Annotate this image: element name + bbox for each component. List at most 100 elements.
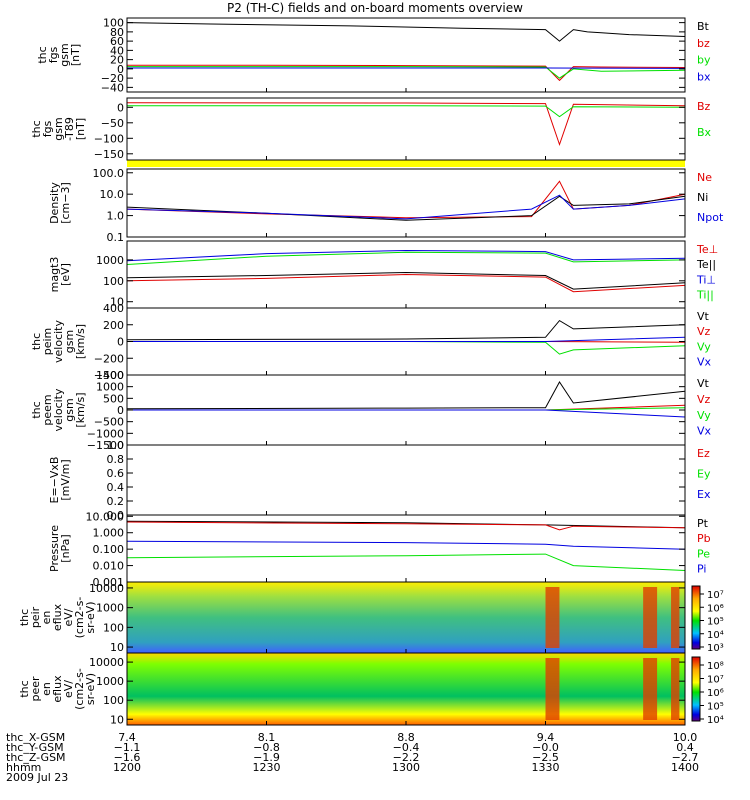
series-line-pressure-Pb	[126, 521, 686, 531]
legend-entry: Pt	[697, 517, 709, 530]
legend-entry: Vy	[697, 409, 711, 422]
panel-density: Ne Ni Npot 100.0 10.0 1.0 0.1 Density[cm−3]	[48, 167, 724, 244]
y-axis-label: sr-eV)	[84, 673, 97, 705]
legend-entry: Vx	[697, 425, 712, 438]
legend-entry: Bx	[697, 126, 712, 139]
y-tick-label: 100.0	[93, 167, 125, 180]
y-tick-label: −40	[101, 81, 124, 94]
separator-band	[127, 160, 685, 167]
y-tick-label: 500	[103, 392, 124, 405]
y-axis-label: peir	[29, 606, 42, 628]
panel-frame	[126, 17, 686, 93]
x-row-value: −0.8	[253, 741, 280, 754]
colorbar-tick-label: 10⁸	[707, 661, 724, 672]
y-tick-label: 0.6	[107, 467, 125, 480]
y-axis-label: fgs	[47, 46, 60, 63]
legend-entry: Ey	[697, 468, 711, 481]
y-tick-label: 0.2	[107, 495, 125, 508]
y-axis-label: Density	[48, 182, 61, 224]
series-line-peem_velocity-Vt	[126, 381, 686, 410]
y-tick-label: 200	[103, 319, 124, 332]
y-axis-label: gsm	[63, 330, 76, 353]
series-line-fgs_t89-Bx	[127, 105, 686, 118]
y-axis-label: velocity	[52, 320, 65, 363]
y-axis-label: velocity	[52, 388, 65, 431]
y-tick-label: 1.0	[107, 439, 125, 452]
y-tick-label: 0.001	[93, 576, 125, 589]
legend-entry: Bz	[697, 100, 711, 113]
y-axis-label: gsm	[63, 398, 76, 421]
y-tick-label: 0	[117, 63, 124, 76]
y-axis-label: thc	[36, 46, 49, 63]
panel-pressure: Pt Pb Pe Pi 10.000 1.000 0.100 0.010 0.001 Pressu…	[48, 510, 711, 589]
y-axis-label: eflux	[51, 603, 64, 631]
colorbar-peer_eflux	[691, 656, 701, 722]
y-tick-label: 1.000	[93, 527, 125, 540]
legend-entry: Pe	[697, 547, 710, 560]
x-row-value: 1200	[113, 761, 141, 774]
series-line-density-Ni	[126, 195, 686, 221]
x-row-value: 7.4	[118, 731, 136, 744]
y-tick-label: 100	[103, 17, 124, 30]
x-row-value: 1330	[532, 761, 560, 774]
y-axis-label: (cm2-s-	[73, 597, 86, 639]
legend-entry: Bt	[697, 20, 710, 33]
series-line-density-Ne	[126, 180, 686, 219]
legend-entry: Ez	[697, 447, 710, 460]
y-tick-label: −150	[94, 148, 124, 161]
series-line-pressure-Pi	[126, 540, 686, 550]
y-tick-label: 10000	[89, 656, 124, 669]
series-line-peim_velocity-Vy	[127, 341, 686, 355]
y-tick-label: 0.100	[93, 543, 125, 556]
y-axis-label: thc	[30, 401, 43, 418]
x-row-value: −2.5	[532, 751, 559, 764]
y-tick-label: 0.4	[107, 481, 125, 494]
y-axis-label: [km/s]	[74, 392, 87, 427]
series-line-peem_velocity-Vx	[127, 409, 686, 418]
y-axis-label: [km/s]	[74, 324, 87, 359]
y-axis-label: [nT]	[69, 44, 82, 66]
series-line-temperature-Te||	[126, 271, 686, 290]
x-row-value: −0.4	[393, 741, 420, 754]
panel-peer_eflux: 10⁸ 10⁷ 10⁶ 10⁵ 10⁴ 10000 1000 100 10 thcpeerenef…	[18, 652, 724, 726]
heatmap-body-peir_eflux	[127, 582, 685, 653]
y-tick-label: 100	[103, 275, 124, 288]
series-line-peim_velocity-Vx	[127, 336, 686, 342]
y-axis-label: en	[40, 611, 53, 625]
panel-frame	[126, 514, 686, 583]
legend-entry: Vz	[697, 393, 711, 406]
y-tick-label: 80	[110, 26, 124, 39]
x-row-value: 10.0	[673, 731, 698, 744]
y-axis-label: gsm	[58, 43, 71, 66]
x-row-value: −1.9	[253, 751, 280, 764]
y-axis-label: peer	[29, 676, 42, 702]
y-axis-label: [cm−3]	[59, 182, 72, 224]
y-axis-label: peim	[41, 328, 54, 356]
y-tick-label: 10000	[89, 582, 124, 595]
legend-entry: by	[697, 54, 711, 67]
y-axis-label: [eV]	[59, 263, 72, 286]
colorbar-tick-label: 10⁶	[707, 688, 724, 699]
y-axis-label: sr-eV)	[84, 601, 97, 633]
heatmap-burst	[671, 587, 680, 648]
legend-entry: Te||	[696, 258, 716, 271]
y-axis-label: magt3	[48, 257, 61, 293]
y-tick-label: 10	[110, 296, 124, 309]
x-row-value: 8.8	[397, 731, 415, 744]
y-axis-label: [mV/m]	[59, 459, 72, 500]
legend-entry: Ne	[697, 171, 712, 184]
x-row-value: −0.0	[532, 741, 559, 754]
x-row-value: −1.6	[114, 751, 141, 764]
y-axis-label: Pressure	[48, 525, 61, 572]
legend-entry: Ti⊥	[696, 273, 716, 286]
heatmap-burst	[643, 658, 658, 720]
y-tick-label: 0.0	[107, 509, 125, 522]
y-axis-label: en	[40, 682, 53, 696]
y-tick-label: −400	[94, 369, 124, 382]
y-tick-label: 100	[103, 694, 124, 707]
x-row-value: 9.4	[537, 731, 555, 744]
heatmap-burst	[545, 658, 560, 720]
x-row-value: 1230	[253, 761, 281, 774]
